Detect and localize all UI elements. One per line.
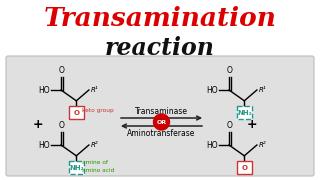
Text: R¹: R¹ (91, 87, 99, 93)
FancyBboxPatch shape (237, 106, 252, 119)
Text: OR: OR (156, 120, 167, 125)
Circle shape (154, 114, 170, 130)
Text: R²: R² (259, 142, 267, 148)
Text: NH₂: NH₂ (69, 165, 84, 170)
FancyBboxPatch shape (6, 56, 314, 176)
Text: HO: HO (206, 86, 218, 94)
Text: +: + (247, 118, 257, 132)
FancyBboxPatch shape (69, 161, 84, 174)
Text: amino acid: amino acid (82, 168, 114, 174)
Text: NH₂: NH₂ (237, 109, 252, 116)
Text: Transamination: Transamination (44, 6, 276, 30)
FancyBboxPatch shape (237, 161, 252, 174)
Text: O: O (241, 165, 247, 170)
Text: +: + (33, 118, 43, 132)
FancyBboxPatch shape (69, 106, 84, 119)
Text: HO: HO (38, 141, 50, 150)
Text: R²: R² (91, 142, 99, 148)
Text: O: O (227, 66, 233, 75)
Text: R¹: R¹ (259, 87, 267, 93)
Text: Transaminase: Transaminase (135, 107, 188, 116)
Text: O: O (59, 66, 65, 75)
Text: Aminotransferase: Aminotransferase (127, 129, 196, 138)
Text: O: O (59, 121, 65, 130)
Text: HO: HO (206, 141, 218, 150)
Text: amine of: amine of (82, 161, 108, 165)
Text: reaction: reaction (105, 36, 215, 60)
Text: HO: HO (38, 86, 50, 94)
Text: O: O (73, 109, 79, 116)
Text: keto group: keto group (82, 107, 114, 112)
Text: O: O (227, 121, 233, 130)
